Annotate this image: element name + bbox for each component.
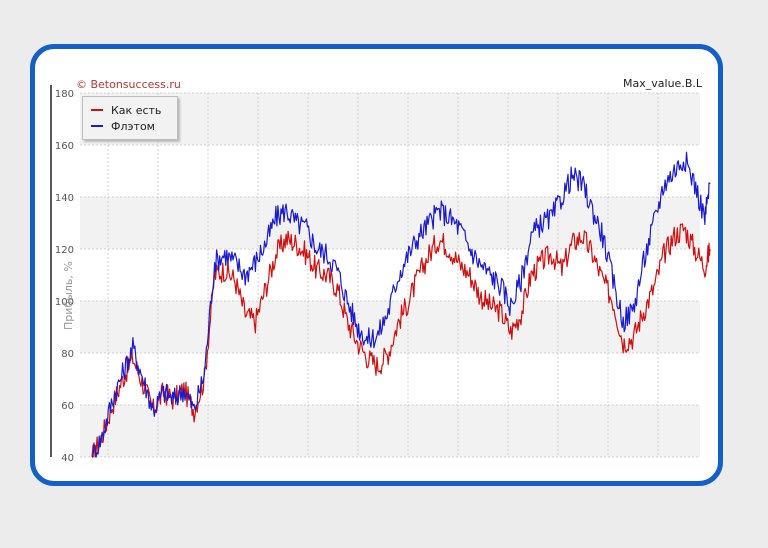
y-tick-label: 40 xyxy=(61,453,74,464)
y-tick-label: 60 xyxy=(61,401,74,412)
grid-band xyxy=(80,93,700,145)
y-tick-label: 80 xyxy=(61,349,74,360)
legend-item-series-1: Как есть xyxy=(91,103,161,117)
legend-swatch-blue xyxy=(91,125,103,127)
legend-swatch-red xyxy=(91,109,103,111)
legend: Как есть Флэтом xyxy=(82,96,178,140)
legend-item-series-2: Флэтом xyxy=(91,119,155,133)
y-tick-label: 140 xyxy=(55,193,74,204)
grid-band xyxy=(80,197,700,249)
grid-band xyxy=(80,405,700,457)
y-tick-label: 160 xyxy=(55,141,74,152)
file-name: Max_value.B.L xyxy=(623,77,702,90)
watermark: © Betonsuccess.ru xyxy=(76,78,181,91)
y-tick-label: 100 xyxy=(55,297,74,308)
y-tick-label: 120 xyxy=(55,245,74,256)
y-axis-label: Прибыль, % xyxy=(62,261,75,330)
y-tick-label: 180 xyxy=(55,89,74,100)
legend-label: Флэтом xyxy=(111,119,155,133)
series-line-2 xyxy=(92,151,711,458)
legend-label: Как есть xyxy=(111,103,162,117)
